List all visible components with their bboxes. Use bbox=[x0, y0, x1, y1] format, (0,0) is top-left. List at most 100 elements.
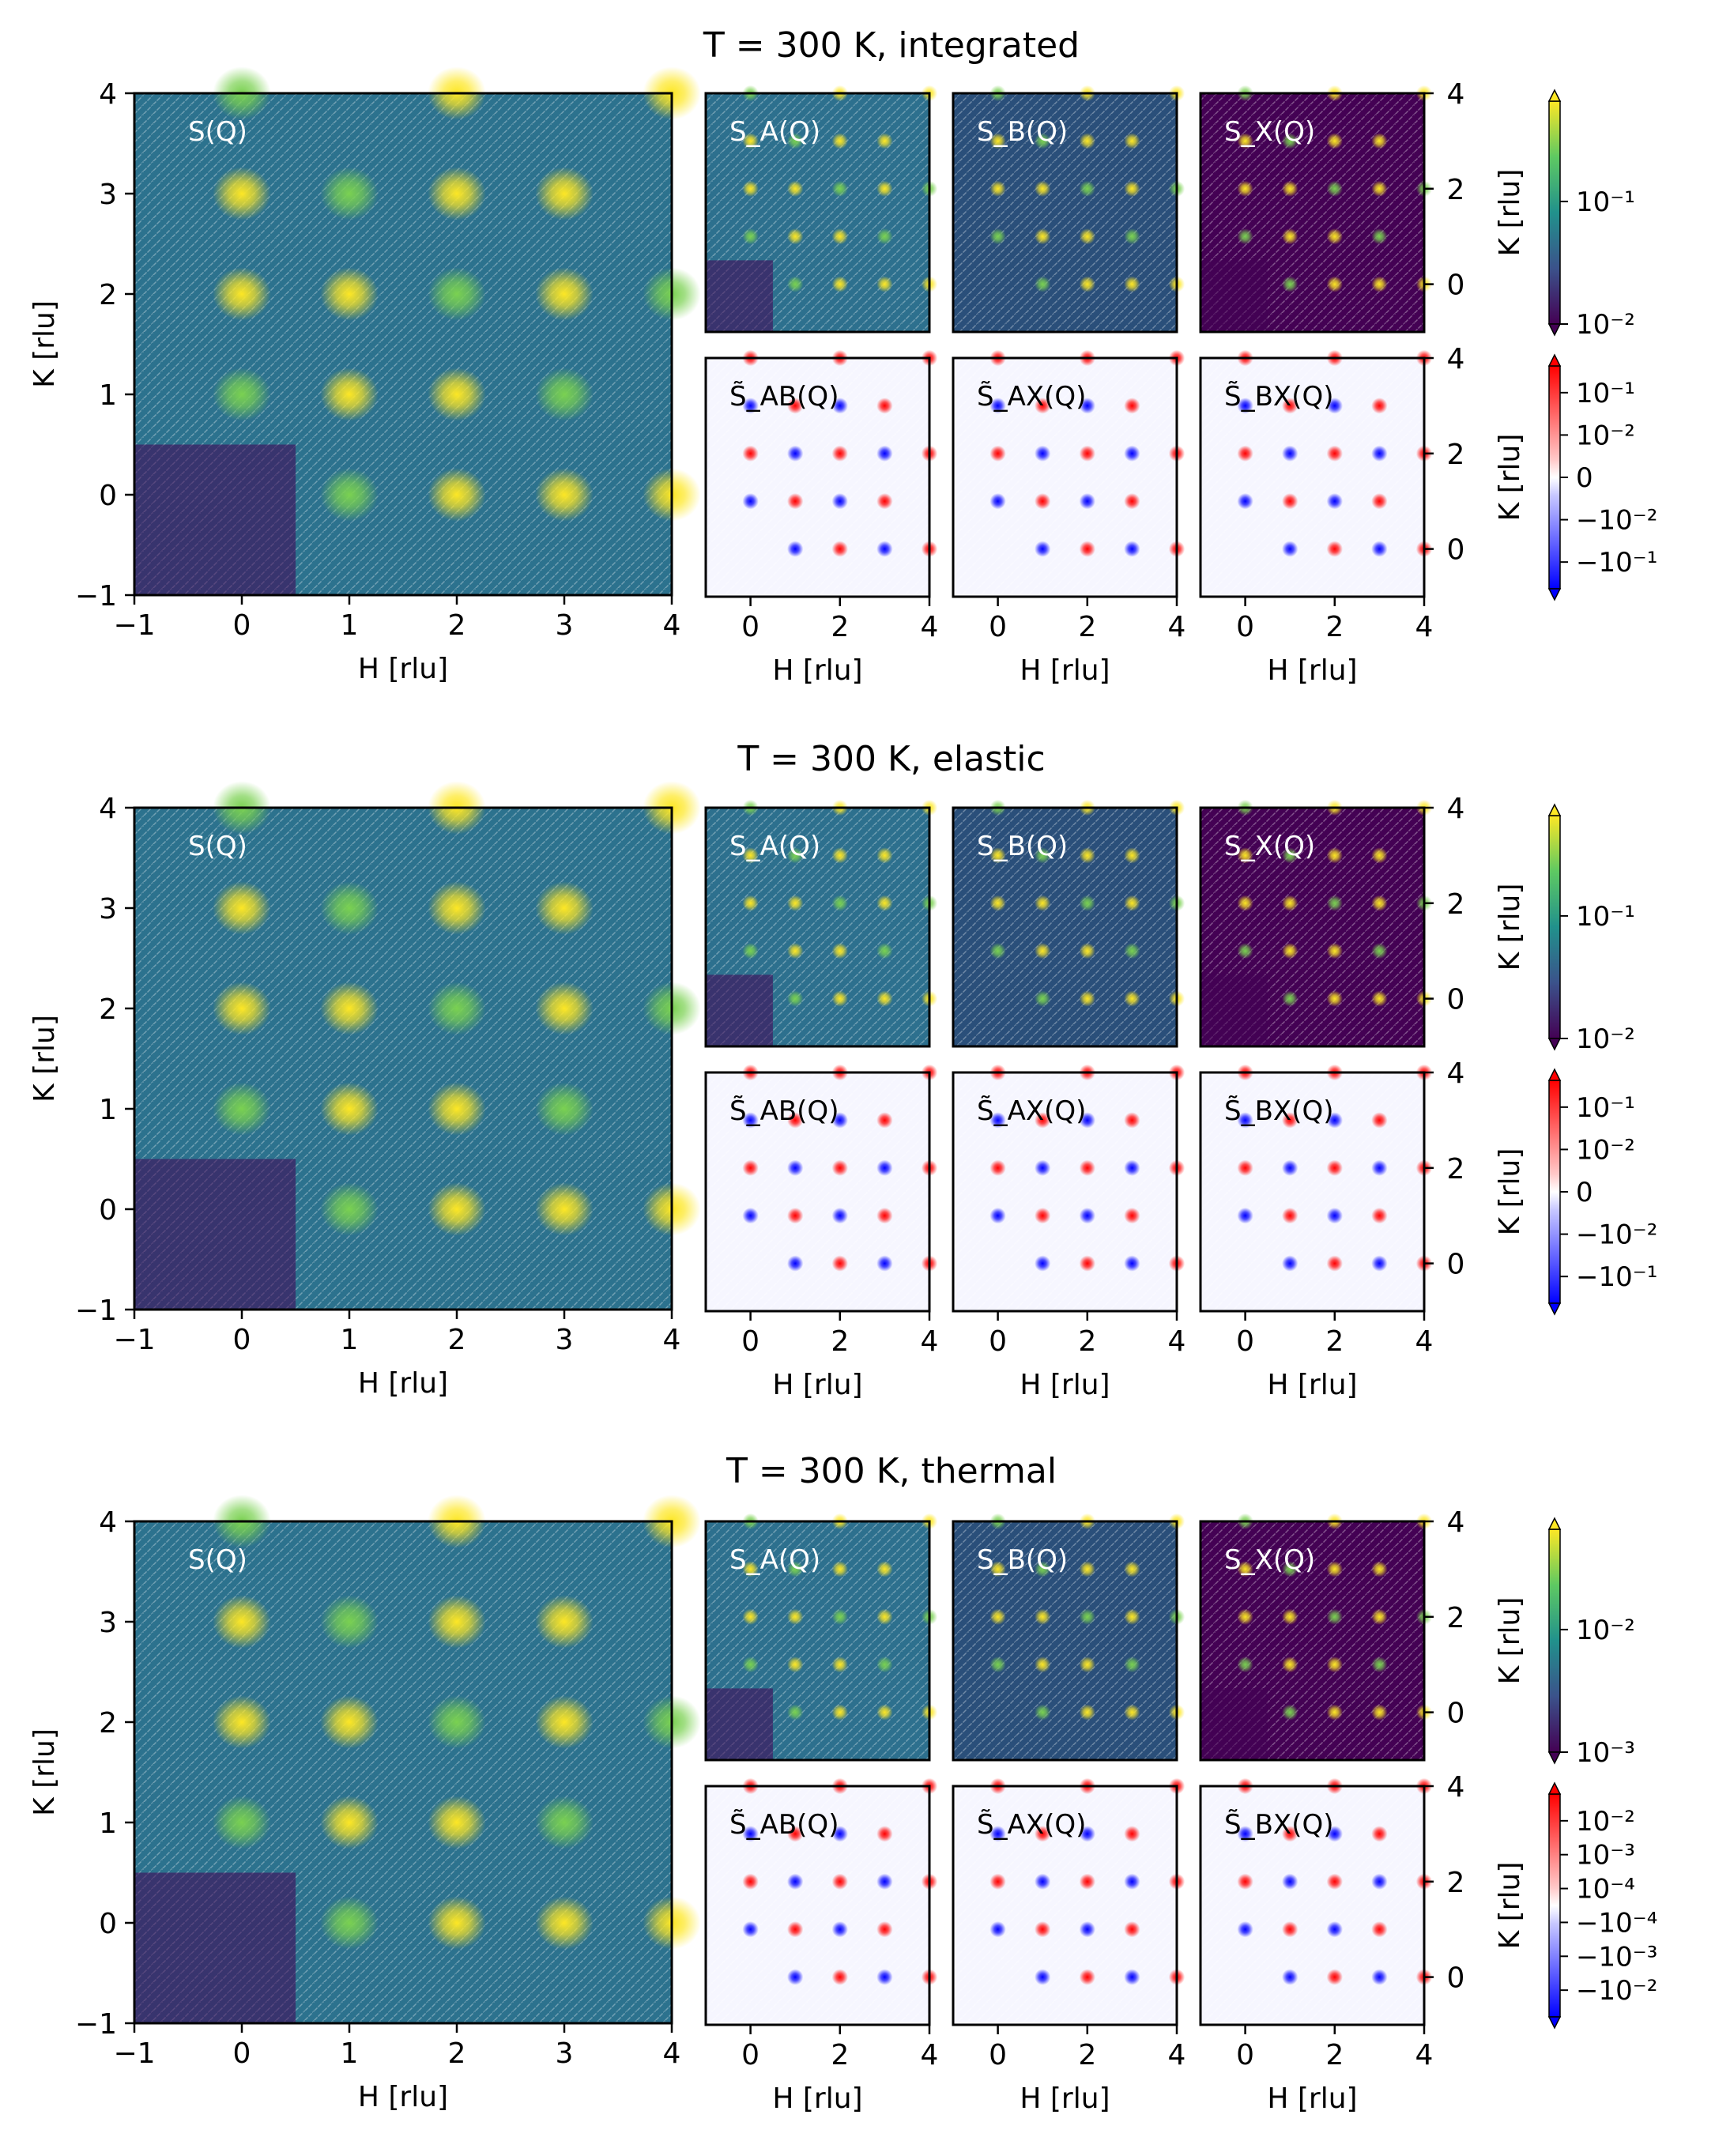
panel-frame bbox=[1199, 356, 1426, 598]
bragg-peak bbox=[1035, 398, 1051, 414]
panel-frame bbox=[704, 356, 931, 598]
panel-label: S_B(Q) bbox=[977, 116, 1068, 148]
bragg-peak bbox=[1079, 895, 1095, 911]
panel-label: S̃_BX(Q) bbox=[1224, 1809, 1334, 1841]
bragg-peak bbox=[1124, 1159, 1140, 1176]
bragg-peak bbox=[320, 167, 379, 220]
panel-0-3: S_X(Q) 0 2 4 bbox=[1199, 78, 1465, 334]
bragg-peak bbox=[1326, 180, 1343, 197]
bragg-peak bbox=[1326, 1561, 1343, 1577]
noise-texture bbox=[953, 358, 1177, 597]
bragg-peak bbox=[1326, 895, 1343, 911]
panel-frame bbox=[1199, 1520, 1426, 1762]
bragg-peak bbox=[1035, 276, 1051, 292]
panel-frame bbox=[952, 356, 1178, 598]
colorbar-tick-label: −10⁻² bbox=[1576, 505, 1657, 537]
x-tick-label: 2 bbox=[831, 2039, 849, 2071]
low-intensity-region bbox=[1200, 974, 1268, 1046]
x-tick-label: −1 bbox=[113, 609, 155, 642]
bragg-peak bbox=[742, 133, 759, 149]
colorbar-extend-bottom bbox=[1547, 588, 1562, 601]
low-intensity-region bbox=[134, 1159, 296, 1310]
bragg-peak bbox=[1237, 1921, 1253, 1938]
colorbar-tick-label: 10⁻⁴ bbox=[1576, 1874, 1635, 1905]
y-tick-label: 1 bbox=[99, 1094, 117, 1126]
y-tick-label: 2 bbox=[1447, 1602, 1465, 1634]
panel-0-4: S̃_AB(Q) 0 2 4 H [rlu] bbox=[704, 349, 938, 687]
bragg-peak bbox=[831, 1704, 848, 1721]
bragg-peak bbox=[831, 1112, 848, 1129]
bragg-peak bbox=[1371, 1921, 1388, 1938]
bragg-peak bbox=[742, 1561, 759, 1577]
x-axis-label: H [rlu] bbox=[772, 2082, 862, 2115]
x-axis-label: H [rlu] bbox=[772, 1369, 862, 1401]
bragg-peak bbox=[1237, 180, 1253, 197]
bragg-peak bbox=[1371, 895, 1388, 911]
bragg-peak bbox=[1326, 1657, 1343, 1673]
bragg-peak bbox=[1371, 1608, 1388, 1625]
bragg-peak bbox=[535, 468, 594, 522]
noise-texture bbox=[706, 358, 929, 597]
bragg-peak bbox=[320, 1595, 379, 1649]
x-tick-label: 2 bbox=[831, 1325, 849, 1358]
bragg-peak bbox=[1079, 1826, 1095, 1842]
panel-frame bbox=[133, 92, 673, 597]
panel-1-2: S_B(Q) bbox=[952, 799, 1185, 1048]
x-tick-label: −1 bbox=[113, 1324, 155, 1356]
colorbar-0: 10⁻¹ 10⁻² bbox=[1547, 89, 1635, 341]
bragg-peak bbox=[320, 1695, 379, 1749]
panel-frame bbox=[1199, 1071, 1426, 1313]
bragg-peak bbox=[1371, 276, 1388, 292]
bragg-peak bbox=[876, 1873, 893, 1890]
bragg-peak bbox=[787, 276, 804, 292]
bragg-peak bbox=[1035, 1921, 1051, 1938]
bragg-peak bbox=[1124, 445, 1140, 462]
bragg-peak bbox=[1124, 276, 1140, 292]
bragg-peak bbox=[1282, 1704, 1298, 1721]
panel-label: S_A(Q) bbox=[729, 831, 820, 862]
bragg-peak bbox=[876, 398, 893, 414]
bragg-peak bbox=[831, 847, 848, 864]
y-tick-label: 3 bbox=[99, 179, 117, 211]
bragg-peak bbox=[831, 1657, 848, 1673]
bragg-peak bbox=[876, 1561, 893, 1577]
bragg-peak bbox=[787, 1608, 804, 1625]
bragg-peak bbox=[1124, 895, 1140, 911]
low-intensity-region bbox=[1200, 260, 1268, 332]
colorbar-tick-label: 10⁻² bbox=[1576, 309, 1635, 341]
y-axis-label-right: K [rlu] bbox=[1494, 1148, 1526, 1236]
bragg-peak bbox=[1282, 1112, 1298, 1129]
x-tick-label: 0 bbox=[1236, 2039, 1254, 2071]
colorbar-tick-label: 10⁻¹ bbox=[1576, 378, 1635, 409]
y-tick-label: 4 bbox=[1447, 1506, 1465, 1539]
bragg-peak bbox=[1124, 1969, 1140, 1985]
bragg-peak bbox=[1079, 276, 1095, 292]
bragg-peak bbox=[742, 1208, 759, 1224]
bragg-peak bbox=[1079, 1255, 1095, 1272]
x-tick-label: 4 bbox=[921, 2039, 939, 2071]
x-tick-label: −1 bbox=[113, 2037, 155, 2070]
bragg-peak bbox=[1282, 398, 1298, 414]
bragg-peak bbox=[1079, 493, 1095, 510]
bragg-peak bbox=[787, 1873, 804, 1890]
panel-label: S(Q) bbox=[188, 1544, 247, 1576]
bragg-peak bbox=[876, 1255, 893, 1272]
x-tick-label: 0 bbox=[741, 2039, 760, 2071]
bragg-peak bbox=[1124, 398, 1140, 414]
colorbar-tick-label: −10⁻³ bbox=[1576, 1941, 1657, 1973]
panel-2-4: S̃_AB(Q) 0 2 4 H [rlu] bbox=[704, 1777, 939, 2115]
y-tick-label: 2 bbox=[1447, 174, 1465, 206]
bragg-peak bbox=[989, 1112, 1006, 1129]
bragg-peak bbox=[876, 1608, 893, 1625]
colorbar-tick-label: −10⁻² bbox=[1576, 1219, 1657, 1251]
y-tick-label: 4 bbox=[99, 78, 117, 111]
colorbar-extend-top bbox=[1547, 1068, 1562, 1081]
bragg-peak bbox=[1079, 1921, 1095, 1938]
x-axis-label: H [rlu] bbox=[358, 2081, 448, 2113]
bragg-peak bbox=[320, 881, 379, 935]
bragg-peak bbox=[876, 541, 893, 557]
bragg-peak bbox=[1035, 228, 1051, 245]
bragg-peak bbox=[1326, 541, 1343, 557]
bragg-peak bbox=[213, 368, 271, 421]
bragg-peak bbox=[989, 943, 1006, 959]
